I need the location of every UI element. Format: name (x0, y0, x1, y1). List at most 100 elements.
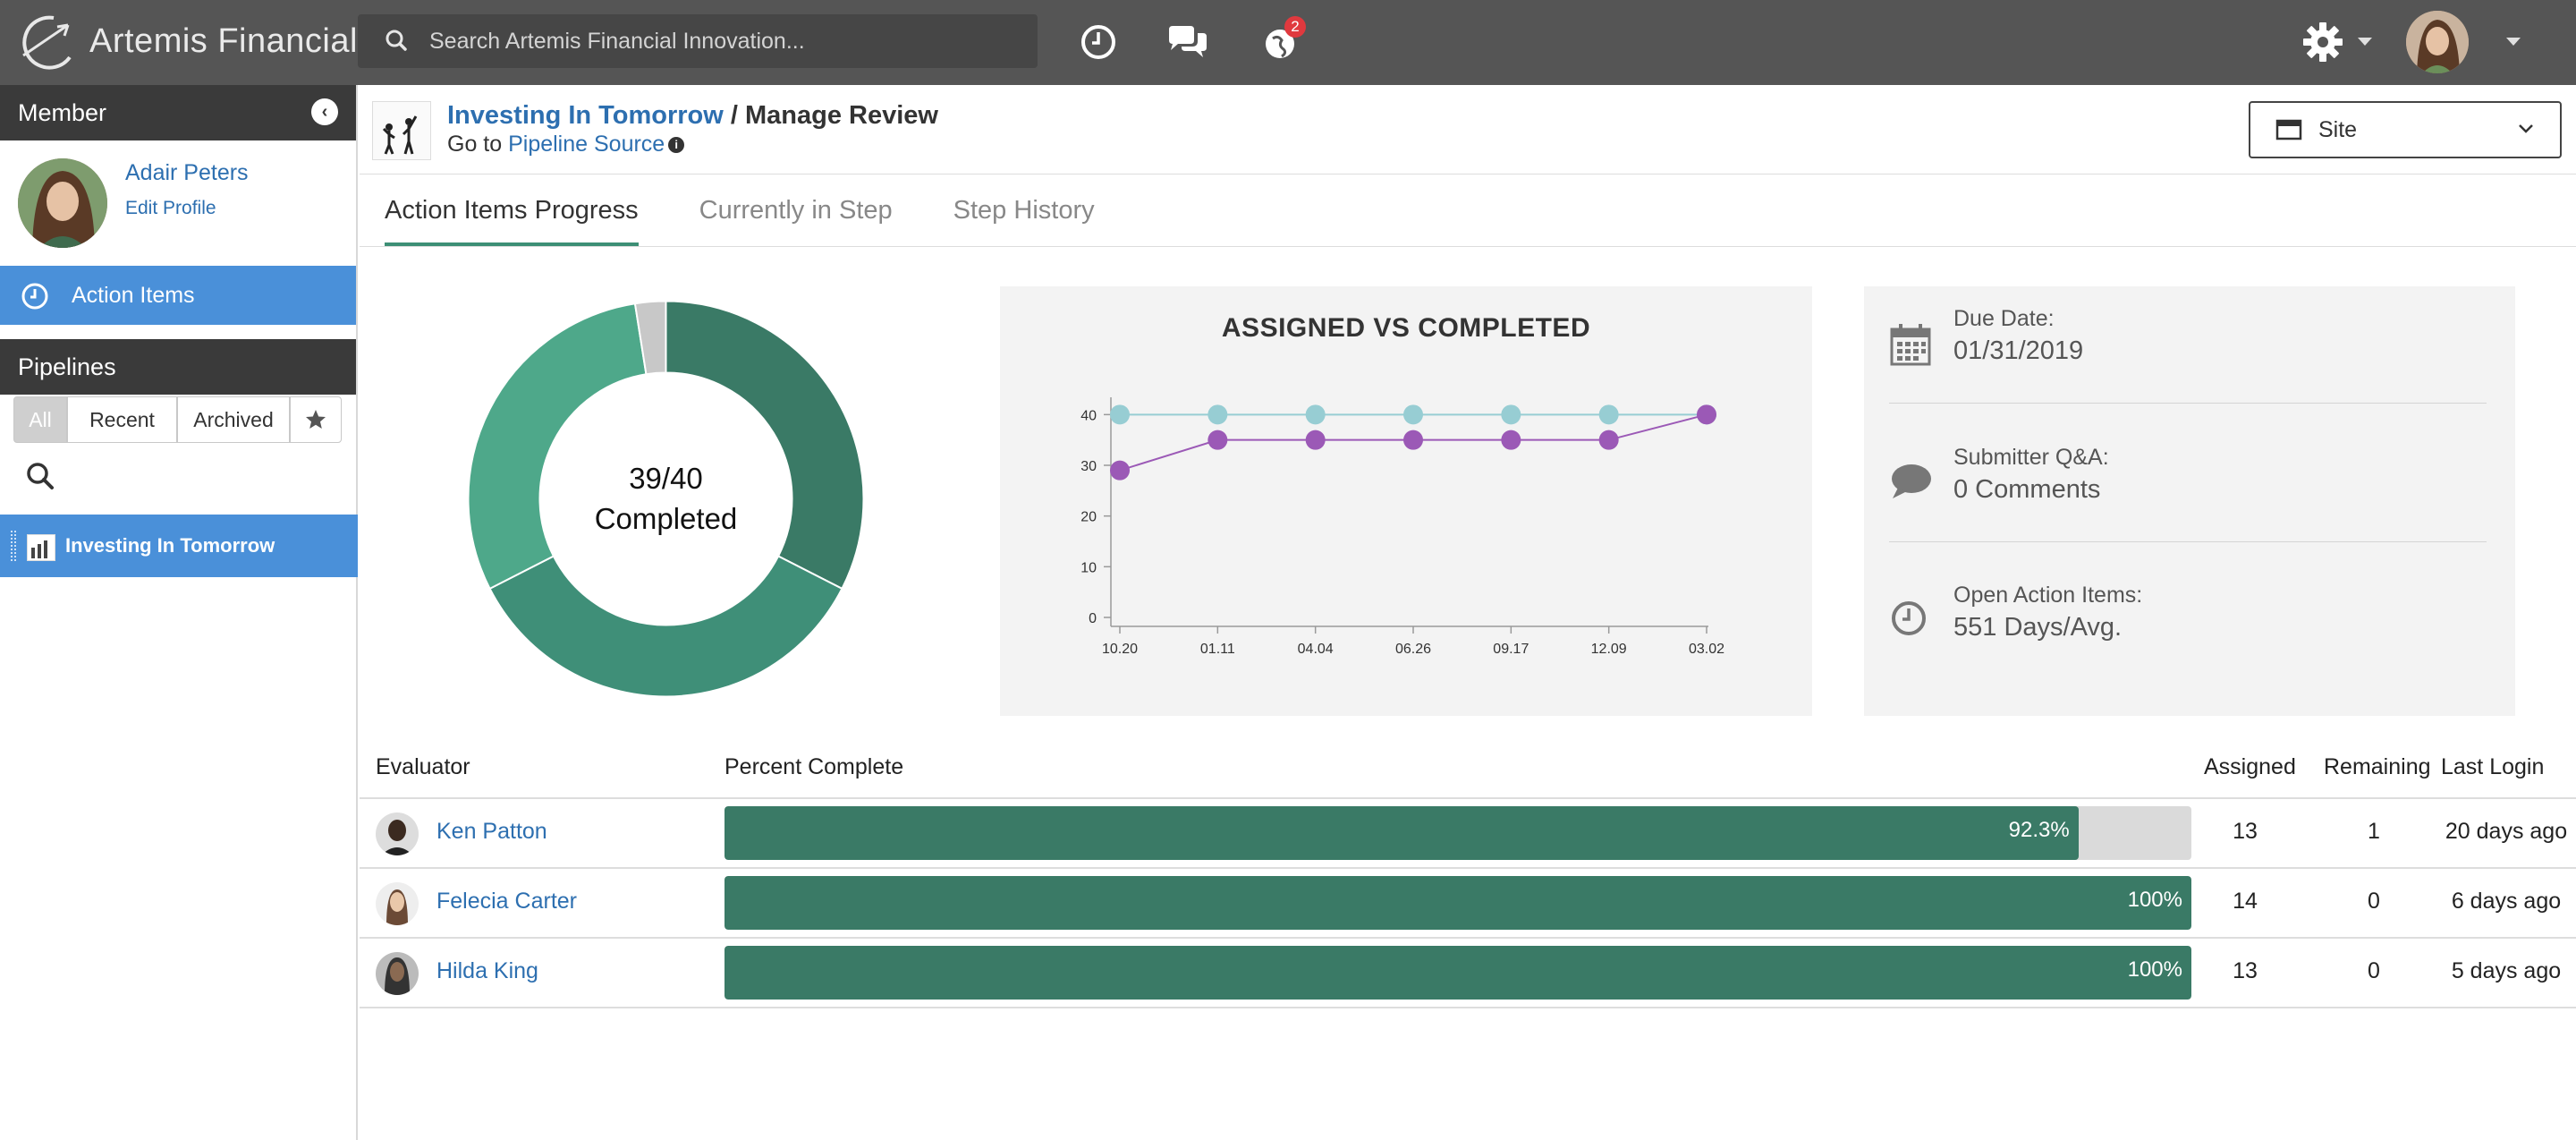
app-logo[interactable]: Artemis Financial (18, 13, 358, 70)
recent-activity-button[interactable] (1076, 20, 1121, 64)
col-header-assigned[interactable]: Assigned (2204, 754, 2296, 779)
chevron-down-icon (2519, 124, 2533, 133)
series-1-point[interactable] (1501, 430, 1521, 450)
search-input[interactable]: Search Artemis Financial Innovation... (429, 28, 805, 54)
tab-action-items-progress[interactable]: Action Items Progress (385, 174, 639, 246)
donut-caption: Completed (594, 501, 738, 535)
filter-archived-button[interactable]: Archived (177, 396, 290, 443)
search-icon (386, 30, 407, 51)
series-0-point[interactable] (1403, 404, 1423, 425)
series-0-point[interactable] (1110, 404, 1130, 425)
member-heading: Member ‹ (0, 85, 356, 140)
submitter-qa-value: 0 Comments (1953, 475, 2101, 504)
window-icon (2275, 119, 2302, 140)
sidebar-item-investing-in-tomorrow[interactable]: Investing In Tomorrow (0, 515, 358, 577)
clock-icon (1892, 601, 1926, 635)
member-heading-label: Member (18, 98, 107, 126)
x-tick-label: 06.26 (1395, 642, 1431, 657)
member-avatar[interactable] (18, 158, 107, 248)
tab-currently-in-step[interactable]: Currently in Step (699, 195, 893, 225)
table-row[interactable]: Felecia Carter 100% 14 0 6 days ago (360, 869, 2576, 939)
remaining-cell: 0 (2368, 958, 2380, 983)
calendar-icon (1890, 324, 1931, 366)
percent-complete-label: 100% (2127, 957, 2182, 982)
site-select[interactable]: Site (2249, 101, 2562, 158)
breadcrumb-pipeline-link[interactable]: Investing In Tomorrow (447, 101, 724, 130)
filter-starred-button[interactable] (290, 396, 342, 443)
user-photo-icon (2406, 11, 2469, 73)
sidebar-item-action-items[interactable]: Action Items (0, 266, 356, 325)
percent-complete-fill: 100% (724, 876, 2191, 930)
main-content: Investing In Tomorrow / Manage Review Go… (360, 85, 2576, 1140)
last-login-cell: 6 days ago (2451, 889, 2562, 914)
series-0-point[interactable] (1501, 404, 1521, 425)
stat-divider (1889, 541, 2487, 542)
drag-handle-icon[interactable] (11, 531, 16, 561)
series-1-point[interactable] (1403, 430, 1423, 450)
user-dropdown-caret[interactable] (2506, 38, 2521, 46)
member-photo-icon (18, 158, 107, 248)
evaluator-name-link[interactable]: Felecia Carter (436, 889, 577, 914)
notifications-button[interactable]: 2 (1258, 16, 1306, 64)
x-tick-label: 10.20 (1102, 642, 1138, 657)
x-tick-label: 01.11 (1200, 642, 1235, 657)
y-tick-label: 10 (1080, 560, 1097, 575)
col-header-evaluator[interactable]: Evaluator (376, 754, 470, 779)
series-0-point[interactable] (1598, 404, 1619, 425)
user-avatar[interactable] (2406, 11, 2469, 73)
donut-segment-0[interactable] (665, 300, 865, 591)
last-login-cell: 5 days ago (2451, 958, 2562, 983)
search-icon (27, 463, 54, 489)
col-header-percent-complete[interactable]: Percent Complete (724, 754, 904, 779)
table-row[interactable]: Hilda King 100% 13 0 5 days ago (360, 939, 2576, 1008)
open-action-items-value: 551 Days/Avg. (1953, 613, 2123, 642)
settings-dropdown-caret[interactable] (2358, 38, 2372, 46)
col-header-last-login[interactable]: Last Login (2441, 754, 2545, 779)
chat-bubbles-icon (1169, 26, 1207, 57)
percent-complete-label: 100% (2127, 888, 2182, 912)
collapse-sidebar-button[interactable]: ‹ (311, 98, 338, 125)
member-name-link[interactable]: Adair Peters (125, 160, 249, 185)
tab-bar: Action Items Progress Currently in Step … (385, 174, 1156, 246)
series-1-point[interactable] (1110, 460, 1130, 481)
settings-menu-button[interactable] (2299, 20, 2347, 64)
site-select-value: Site (2318, 116, 2358, 142)
donut-segment-2[interactable] (467, 302, 648, 591)
series-1-point[interactable] (1305, 430, 1326, 450)
global-search[interactable]: Search Artemis Financial Innovation... (358, 14, 1038, 68)
tab-step-history[interactable]: Step History (953, 195, 1095, 225)
donut-segment-3[interactable] (633, 300, 667, 376)
tab-divider (360, 246, 2576, 247)
artemis-logo-icon (22, 15, 72, 70)
edit-profile-link[interactable]: Edit Profile (125, 198, 216, 218)
series-1-point[interactable] (1598, 430, 1619, 450)
series-0-point[interactable] (1208, 404, 1228, 425)
messages-button[interactable] (1165, 20, 1210, 64)
filter-recent-button[interactable]: Recent (67, 396, 177, 443)
donut-svg (467, 300, 865, 698)
assigned-cell: 13 (2233, 958, 2258, 983)
series-1-point[interactable] (1697, 404, 1716, 425)
remaining-cell: 0 (2368, 889, 2380, 914)
series-1-point[interactable] (1208, 430, 1228, 450)
series-0-point[interactable] (1305, 404, 1326, 425)
info-icon[interactable]: i (668, 137, 685, 154)
last-login-cell: 20 days ago (2445, 819, 2568, 844)
evaluator-name-link[interactable]: Ken Patton (436, 819, 547, 844)
evaluator-name-link[interactable]: Hilda King (436, 958, 538, 983)
review-stats-panel: Due Date: 01/31/2019 Submitter Q&A: 0 Co… (1864, 286, 2515, 716)
pipeline-source-link[interactable]: Pipeline Source (508, 132, 665, 157)
filter-all-button[interactable]: All (13, 396, 67, 443)
action-items-label: Action Items (72, 282, 195, 308)
col-header-remaining[interactable]: Remaining (2324, 754, 2431, 779)
stat-due-date: Due Date: 01/31/2019 (1864, 286, 2515, 425)
comment-icon (1892, 464, 1931, 498)
donut-segment-1[interactable] (488, 555, 843, 698)
app-name: Artemis Financial (89, 21, 358, 60)
clock-icon (1081, 25, 1115, 59)
due-date-label: Due Date: (1953, 306, 2055, 331)
page-title: Manage Review (744, 101, 938, 130)
pipeline-search-button[interactable] (25, 461, 55, 496)
due-date-value: 01/31/2019 (1953, 336, 2084, 365)
table-row[interactable]: Ken Patton 92.3% 13 1 20 days ago (360, 799, 2576, 869)
